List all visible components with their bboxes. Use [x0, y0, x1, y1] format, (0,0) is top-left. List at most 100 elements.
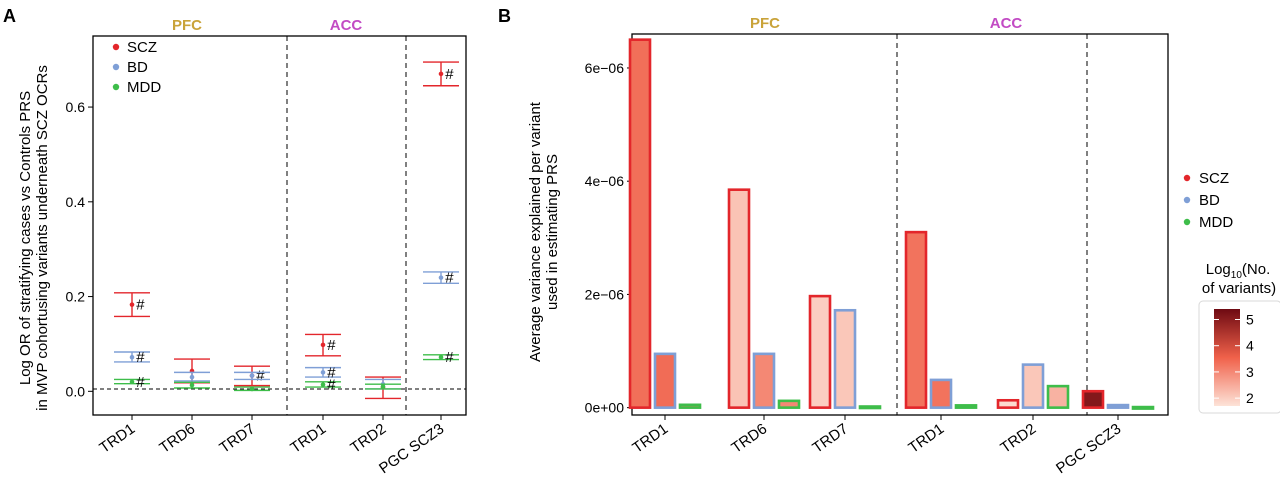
- panel-a-significance-marker: #: [327, 337, 336, 354]
- panel-b-bar: [1046, 384, 1070, 409]
- colorbar-gradient: [1214, 309, 1240, 406]
- panel-b-x-tick-label: TRD1: [905, 420, 947, 456]
- panel-a-point: [189, 374, 195, 380]
- panel-b-bar: [777, 399, 801, 409]
- panel-b-bar: [833, 308, 857, 409]
- panel-a-x-tick-label: TRD6: [156, 420, 198, 456]
- panel-a-y-axis-label-line-1: Log OR of stratifying cases vs Controls …: [17, 91, 34, 385]
- panel-a-group-label-acc: ACC: [330, 17, 363, 34]
- panel-b-bar: [1081, 389, 1105, 409]
- panel-a-x-tick-label: TRD7: [216, 420, 258, 456]
- panel-b-bar: [752, 352, 776, 409]
- panel-a-x-tick-label: TRD2: [347, 420, 389, 456]
- panel-b: B Average variance explained per variant…: [498, 6, 1280, 477]
- panel-b-group-label-acc: ACC: [990, 15, 1023, 32]
- panel-a-point: [438, 354, 444, 360]
- panel-b-group-label-pfc: PFC: [750, 15, 780, 32]
- panel-b-bar: [904, 230, 928, 409]
- panel-b-x-axis: TRD1 TRD6 TRD7 TRD1 TRD2 PGC SCZ3: [629, 415, 1124, 477]
- panel-a-point: [189, 382, 195, 388]
- panel-a-point: [320, 342, 326, 348]
- panel-b-x-tick-label: TRD7: [809, 420, 851, 456]
- colorbar-ticks: 2 3 4 5: [1214, 311, 1254, 406]
- colorbar-tick-label: 5: [1246, 311, 1254, 327]
- panel-a-x-tick-label: TRD1: [96, 420, 138, 456]
- panel-a-legend-swatch: [112, 63, 120, 71]
- panel-a-group-label-pfc: PFC: [172, 17, 202, 34]
- panel-b-legend-label: BD: [1199, 192, 1220, 209]
- panel-b-bar: [996, 398, 1020, 409]
- panel-b-x-tick-label: TRD2: [997, 420, 1039, 456]
- panel-b-y-axis: 0e+00 2e−06 4e−06 6e−06: [585, 60, 632, 416]
- panel-b-x-tick-label: TRD1: [629, 420, 671, 456]
- panel-a-point: [129, 354, 135, 360]
- panel-b-plot-frame: [631, 33, 1169, 416]
- panel-b-y-axis-label-line-1: Average variance explained per variant: [527, 101, 544, 362]
- panel-a-point: [129, 379, 135, 385]
- panel-b-bar: [858, 405, 882, 410]
- panel-a-legend-label: MDD: [127, 79, 161, 96]
- panel-a-legend-label: BD: [127, 59, 148, 76]
- colorbar-tick-label: 4: [1246, 338, 1254, 354]
- panel-b-bar: [1021, 363, 1045, 409]
- panel-b-y-tick-label: 4e−06: [585, 173, 625, 189]
- panel-a-point: [438, 71, 444, 77]
- panel-a-plot-frame: [92, 35, 467, 416]
- colorbar-tick-label: 3: [1246, 364, 1254, 380]
- panel-b-bar: [929, 378, 953, 409]
- panel-b-legend-swatch: [1183, 196, 1191, 204]
- panel-a-point: [129, 302, 135, 307]
- panel-a-x-tick-label: PGC SCZ3: [376, 420, 447, 477]
- colorbar-title-line-2: of variants): [1202, 280, 1276, 297]
- panel-b-legend-label: SCZ: [1199, 170, 1229, 187]
- panel-b-bar: [1131, 405, 1155, 410]
- panel-a-y-axis-label-line-2: in MVP cohortusing variants underneath S…: [34, 65, 51, 411]
- colorbar: Log10(No. of variants) 2 3 4 5: [1198, 261, 1280, 414]
- panel-a-legend-swatch: [112, 83, 120, 91]
- panel-b-letter: B: [498, 6, 511, 26]
- panel-a-significance-marker: #: [136, 297, 145, 314]
- panel-a-point: [438, 275, 444, 280]
- panel-b-marks: [628, 38, 1155, 410]
- panel-a-significance-marker: #: [445, 66, 454, 83]
- panel-a-legend-swatch: [112, 43, 120, 51]
- panel-a-legend-label: SCZ: [127, 39, 157, 56]
- panel-a-significance-marker: #: [327, 377, 336, 394]
- panel-b-x-tick-label: TRD6: [728, 420, 770, 456]
- panel-a-letter: A: [3, 6, 16, 26]
- panel-a-significance-marker: #: [327, 364, 336, 381]
- panel-b-x-tick-label: PGC SCZ3: [1053, 420, 1124, 477]
- panel-a-significance-marker: #: [136, 374, 145, 391]
- panel-a-point: [320, 382, 326, 387]
- panel-a-point: [249, 386, 255, 392]
- panel-a-y-tick-label: 0.6: [66, 99, 86, 115]
- panel-a-significance-marker: #: [256, 368, 265, 385]
- colorbar-box: [1198, 300, 1280, 414]
- panel-a-legend: SCZ BD MDD: [112, 39, 161, 96]
- panel-b-legend-swatch: [1183, 174, 1191, 182]
- panel-b-bar: [678, 403, 702, 409]
- panel-a-x-tick-label: TRD1: [287, 420, 329, 456]
- panel-a-y-axis: 0.0 0.2 0.4 0.6: [66, 99, 93, 399]
- panel-a-marks: ######## ##: [114, 61, 459, 400]
- panel-b-bar: [727, 188, 751, 409]
- panel-b-bar: [628, 38, 652, 409]
- colorbar-tick-label: 2: [1246, 390, 1254, 406]
- panel-a-y-tick-label: 0.4: [66, 194, 86, 210]
- panel-b-bar: [954, 404, 978, 409]
- panel-a-point: [380, 384, 386, 389]
- panel-a-y-tick-label: 0.0: [66, 383, 86, 399]
- panel-a-significance-marker: #: [445, 270, 454, 287]
- panel-b-bar: [653, 352, 677, 409]
- panel-b-bar: [1106, 403, 1130, 409]
- panel-b-legend-label: MDD: [1199, 214, 1233, 231]
- panel-b-y-axis-label: Average variance explained per variant u…: [527, 101, 561, 362]
- panel-a-point: [249, 373, 255, 378]
- panel-a-y-axis-label: Log OR of stratifying cases vs Controls …: [17, 65, 51, 411]
- panel-b-y-tick-label: 0e+00: [585, 400, 625, 416]
- colorbar-title-line-1: Log10(No.: [1206, 261, 1271, 281]
- panel-b-legend: SCZ BD MDD: [1183, 170, 1233, 231]
- panel-b-y-axis-label-line-2: used in estimating PRS: [544, 154, 561, 310]
